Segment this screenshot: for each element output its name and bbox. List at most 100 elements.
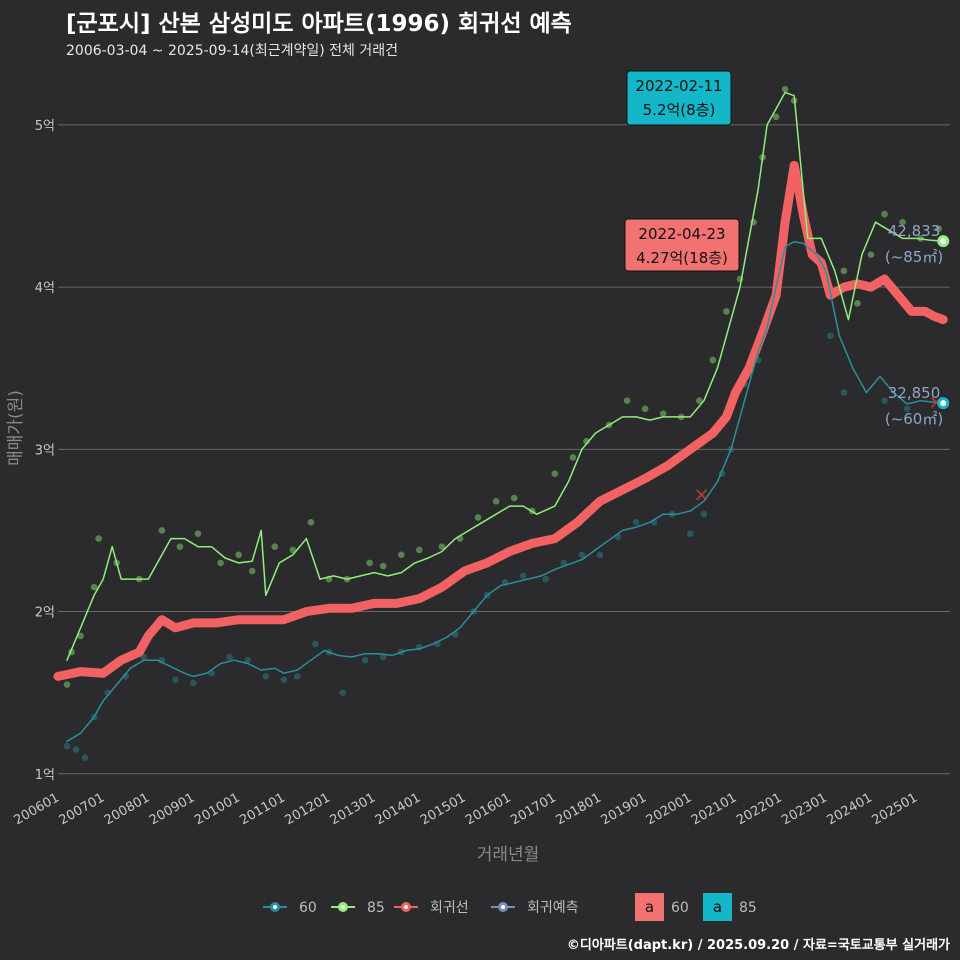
series-line-60 <box>66 240 944 743</box>
legend-box-4 <box>635 893 664 921</box>
x-tick-label-10: 201601 <box>463 790 513 828</box>
point-85-49 <box>899 218 906 226</box>
x-tick-label-8: 201401 <box>373 790 423 828</box>
point-85-21 <box>416 546 423 554</box>
point-60-11 <box>226 653 233 661</box>
x-tick-label-3: 200901 <box>147 790 197 828</box>
x-tick-label-12: 201801 <box>553 790 603 828</box>
point-85-28 <box>551 470 559 477</box>
x-tick-label-16: 202201 <box>734 790 784 828</box>
x-tick-label-9: 201501 <box>418 790 468 828</box>
y-tick-label-2: 3억 <box>35 443 55 458</box>
x-tick-label-15: 202101 <box>689 790 739 828</box>
point-85-36 <box>696 397 703 404</box>
point-60-14 <box>280 676 288 683</box>
y-tick-label-4: 5억 <box>35 119 55 134</box>
x-tick-label-17: 202301 <box>779 790 829 828</box>
point-85-22 <box>438 543 446 550</box>
point-60-12 <box>244 656 251 664</box>
x-axis-ticks: 2006012007012008012009012010012011012012… <box>12 790 921 828</box>
legend-dot-core-3 <box>501 905 505 909</box>
annotation-text-1: 4.27억(18층) <box>636 249 728 267</box>
annotation-box-0 <box>626 70 732 126</box>
point-85-12 <box>248 567 256 575</box>
y-axis-ticks: 1억 2억 3억 4억 5억 <box>35 119 55 783</box>
point-60-18 <box>339 689 346 696</box>
annotation-date-1: 2022-04-23 <box>638 225 725 243</box>
point-60-34 <box>632 519 640 526</box>
x-axis-title: 거래년월 <box>477 845 540 865</box>
y-tick-label-0: 1억 <box>35 768 55 783</box>
point-60-20 <box>379 653 387 661</box>
legend-dot-core-1 <box>341 905 345 909</box>
point-85-0 <box>63 681 71 688</box>
grid-lines <box>58 124 950 775</box>
end-labels: 42,833 (~85㎡) 32,850 (~60㎡) <box>885 222 950 428</box>
forecast-mark-0 <box>696 489 708 501</box>
y-tick-label-1: 2억 <box>35 606 55 621</box>
point-60-32 <box>596 551 604 559</box>
point-60-28 <box>519 572 527 580</box>
point-85-51 <box>935 225 943 233</box>
point-85-46 <box>854 300 861 307</box>
point-85-15 <box>307 519 315 526</box>
point-85-13 <box>271 543 279 550</box>
point-85-37 <box>709 356 717 364</box>
point-60-37 <box>687 530 694 537</box>
end-point-core-85 <box>940 238 947 245</box>
point-85-9 <box>194 530 202 537</box>
scatter-points <box>63 85 943 761</box>
point-60-30 <box>560 559 568 567</box>
point-85-25 <box>492 497 500 505</box>
x-tick-label-6: 201201 <box>282 790 332 828</box>
x-tick-label-1: 200701 <box>57 790 107 828</box>
point-85-45 <box>840 267 848 275</box>
annotations: 2022-02-11 5.2억(8층) 2022-04-23 4.27억(18층) <box>624 70 740 272</box>
x-tick-label-0: 200601 <box>12 790 62 828</box>
legend-label-3: 회귀예측 <box>527 900 579 916</box>
y-tick-label-3: 4억 <box>35 281 55 296</box>
point-85-34 <box>659 410 667 417</box>
point-85-8 <box>176 543 184 550</box>
legend-label-2: 회귀선 <box>430 900 469 916</box>
point-60-13 <box>262 673 270 680</box>
end-area-85: (~85㎡) <box>885 248 943 266</box>
chart-title: [군포시] 산본 삼성미도 아파트(1996) 회귀선 예측 <box>66 11 572 37</box>
point-60-0 <box>63 742 71 750</box>
x-tick-label-11: 201701 <box>508 790 558 828</box>
point-60-19 <box>361 656 369 664</box>
point-85-29 <box>569 454 577 461</box>
point-85-48 <box>881 210 888 218</box>
point-85-4 <box>95 535 102 542</box>
annotation-box-1 <box>624 218 740 272</box>
legend-label-5: 85 <box>739 900 757 916</box>
point-85-26 <box>510 494 518 502</box>
point-85-7 <box>158 527 166 534</box>
x-tick-label-18: 202401 <box>824 790 874 828</box>
point-60-29 <box>542 575 550 583</box>
point-85-18 <box>366 559 373 567</box>
point-60-9 <box>190 679 197 687</box>
y-axis-title: 매매가(원) <box>6 390 26 466</box>
series-lines <box>53 91 948 743</box>
point-85-32 <box>623 397 631 404</box>
legend-dot-core-0 <box>273 905 277 909</box>
legend-box-glyph-5: a <box>713 898 722 916</box>
point-85-42 <box>772 113 780 121</box>
point-85-33 <box>641 405 649 413</box>
point-85-24 <box>474 514 482 521</box>
point-60-8 <box>172 676 179 683</box>
legend-dot-core-2 <box>404 905 408 909</box>
point-60-45 <box>881 397 888 404</box>
point-85-10 <box>217 559 224 567</box>
end-point-core-60 <box>940 400 947 407</box>
legend-label-1: 85 <box>367 900 385 916</box>
x-tick-label-4: 201001 <box>192 790 242 828</box>
point-60-43 <box>827 332 834 340</box>
x-tick-label-7: 201301 <box>328 790 378 828</box>
point-85-14 <box>289 546 297 554</box>
point-85-47 <box>867 251 875 258</box>
end-value-85: 42,833 <box>888 222 941 240</box>
footer-credit: ©디아파트(dapt.kr) / 2025.09.20 / 자료=국토교통부 실… <box>566 938 950 953</box>
